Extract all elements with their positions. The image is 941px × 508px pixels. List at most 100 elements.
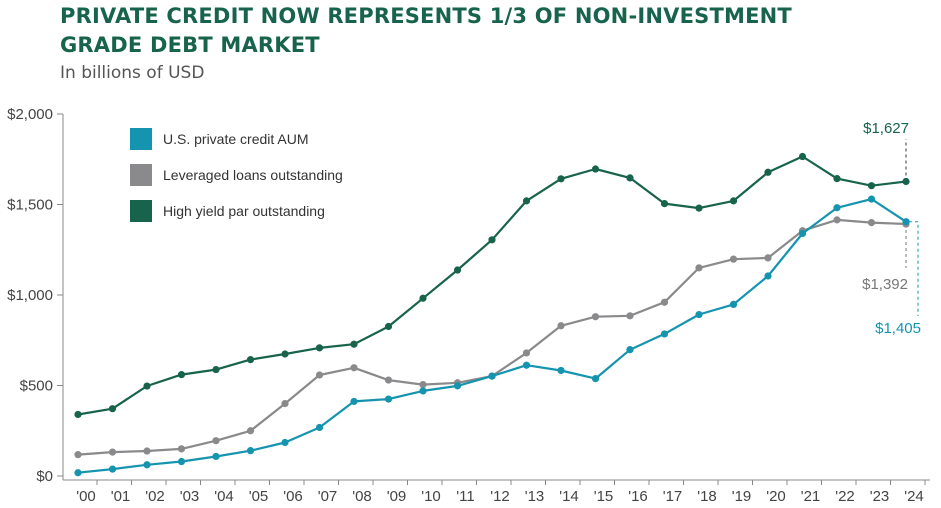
y-tick-label: $500	[20, 378, 53, 395]
data-point-hy	[315, 344, 324, 352]
data-point-ll	[246, 427, 255, 435]
legend-swatch-pc	[130, 128, 152, 150]
data-point-ll	[143, 447, 151, 455]
leader-pc	[909, 221, 919, 316]
legend-label-hy: High yield par outstanding	[163, 203, 325, 219]
chart-legend: U.S. private credit AUM Leveraged loans o…	[130, 128, 343, 222]
data-point-pc	[281, 438, 289, 447]
data-point-ll	[384, 376, 393, 384]
x-tick-label: '01	[111, 488, 131, 505]
x-tick-label: '04	[214, 488, 234, 505]
data-point-hy	[557, 175, 565, 183]
data-point-ll	[315, 371, 324, 379]
x-tick-label: '08	[352, 488, 372, 505]
data-point-pc	[902, 218, 910, 226]
x-tick-label: '07	[318, 488, 338, 505]
data-point-ll	[591, 313, 600, 321]
data-point-hy	[108, 405, 117, 413]
data-point-ll	[522, 349, 531, 357]
x-tick-label: '09	[387, 488, 407, 505]
data-point-ll	[626, 312, 634, 320]
data-point-pc	[798, 229, 807, 238]
x-tick-label: '20	[766, 488, 786, 505]
data-point-pc	[833, 204, 841, 212]
chart-title-line-1: PRIVATE CREDIT NOW REPRESENTS 1/3 OF NON…	[60, 4, 792, 28]
data-point-ll	[833, 216, 841, 224]
data-point-hy	[867, 182, 876, 190]
data-point-hy	[764, 168, 772, 176]
y-tick-label: $1,000	[7, 287, 53, 304]
chart-title-line-2: GRADE DEBT MARKET	[60, 33, 320, 57]
data-point-ll	[729, 255, 738, 263]
data-point-pc	[108, 465, 117, 473]
data-point-hy	[798, 152, 807, 161]
x-tick-label: '21	[801, 488, 821, 505]
x-tick-label: '14	[559, 488, 579, 505]
data-point-ll	[212, 437, 220, 445]
x-tick-label: '19	[732, 488, 752, 505]
data-point-hy	[74, 410, 82, 419]
data-point-hy	[212, 365, 220, 374]
data-point-hy	[660, 199, 669, 208]
x-tick-label: '16	[628, 488, 648, 505]
data-point-pc	[212, 452, 220, 461]
data-point-pc	[557, 366, 565, 375]
chart-title: PRIVATE CREDIT NOW REPRESENTS 1/3 OF NON…	[60, 2, 792, 60]
data-point-hy	[453, 266, 462, 274]
x-tick-label: '03	[180, 488, 200, 505]
x-tick-label: '10	[421, 488, 441, 505]
legend-label-pc: U.S. private credit AUM	[163, 131, 309, 147]
data-point-ll	[419, 380, 427, 389]
end-label-ll: $1,392	[862, 276, 908, 293]
data-point-pc	[419, 387, 427, 395]
y-tick-label: $0	[36, 468, 53, 485]
x-tick-label: '18	[697, 488, 717, 505]
data-point-hy	[488, 236, 496, 244]
data-point-pc	[626, 346, 634, 354]
data-point-ll	[764, 254, 772, 262]
x-tick-label: '00	[76, 488, 96, 505]
x-tick-label: '23	[870, 488, 890, 505]
end-label-hy: $1,627	[863, 120, 909, 137]
x-tick-label: '06	[283, 488, 303, 505]
chart-axes: $0 $500 $1,000 $1,500 $2,000 '00 '01 '02 '03 '04 '…	[7, 106, 930, 505]
data-point-pc	[315, 423, 324, 432]
data-point-pc	[764, 272, 772, 280]
data-point-pc	[246, 447, 255, 455]
data-point-pc	[695, 310, 703, 319]
data-point-pc	[350, 397, 358, 406]
x-tick-label: '13	[525, 488, 545, 505]
x-tick-label: '05	[249, 488, 269, 505]
data-point-pc	[729, 300, 738, 309]
data-point-hy	[246, 356, 255, 364]
x-tick-label: '15	[594, 488, 614, 505]
data-point-hy	[350, 340, 358, 348]
chart-end-labels: $1,627 $1,392 $1,405	[862, 120, 921, 337]
y-tick-label: $1,500	[7, 197, 53, 214]
data-point-ll	[557, 322, 565, 330]
data-point-pc	[384, 395, 393, 403]
y-tick-label: $2,000	[7, 106, 53, 123]
data-point-hy	[833, 175, 841, 183]
data-point-pc	[453, 382, 462, 390]
data-point-pc	[867, 195, 876, 203]
data-point-hy	[626, 174, 634, 182]
data-point-pc	[488, 372, 496, 380]
data-point-hy	[591, 165, 600, 173]
data-point-pc	[143, 461, 151, 469]
data-point-hy	[281, 350, 289, 358]
legend-swatch-ll	[130, 164, 152, 186]
data-point-ll	[281, 400, 289, 408]
x-tick-label: '02	[145, 488, 165, 505]
data-point-pc	[591, 375, 600, 383]
data-point-ll	[74, 451, 82, 459]
chart-series	[74, 152, 910, 477]
series-line-ll	[77, 218, 907, 456]
data-point-ll	[177, 445, 186, 453]
x-tick-label: '24	[904, 488, 924, 505]
data-point-hy	[902, 177, 910, 186]
data-point-hy	[522, 197, 531, 205]
data-point-pc	[74, 469, 82, 477]
x-tick-label: '12	[490, 488, 510, 505]
